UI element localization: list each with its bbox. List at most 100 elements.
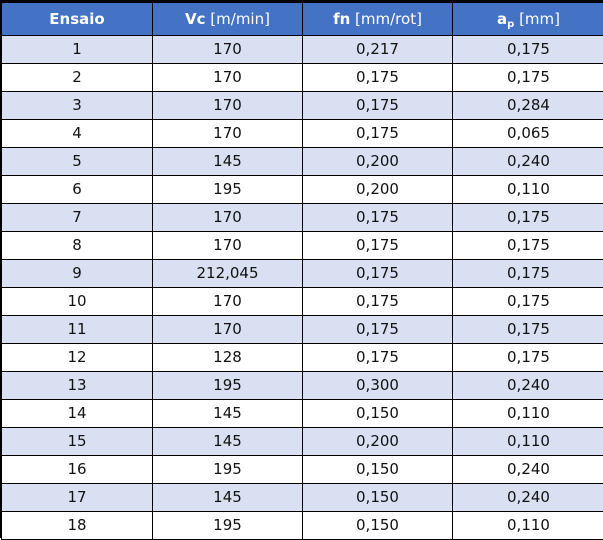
cell-fn: 0,200	[303, 176, 453, 204]
cell-vc: 170	[153, 288, 303, 316]
cell-ensaio: 11	[2, 316, 153, 344]
cell-vc: 170	[153, 120, 303, 148]
cell-vc: 145	[153, 428, 303, 456]
cell-fn: 0,150	[303, 400, 453, 428]
cell-ensaio: 16	[2, 456, 153, 484]
cell-ensaio: 1	[2, 36, 153, 64]
cell-ensaio: 17	[2, 484, 153, 512]
cell-ensaio: 2	[2, 64, 153, 92]
cell-ensaio: 12	[2, 344, 153, 372]
cell-ap: 0,110	[453, 512, 603, 540]
cell-fn: 0,150	[303, 484, 453, 512]
cell-ap: 0,065	[453, 120, 603, 148]
cell-vc: 195	[153, 456, 303, 484]
cell-fn: 0,150	[303, 512, 453, 540]
cell-ap: 0,175	[453, 260, 603, 288]
table-header-row: Ensaio Vc [m/min] fn [mm/rot] ap [mm]	[2, 3, 603, 36]
cell-ap: 0,175	[453, 36, 603, 64]
cell-ap: 0,175	[453, 204, 603, 232]
cell-fn: 0,150	[303, 456, 453, 484]
cell-fn: 0,175	[303, 232, 453, 260]
cell-fn: 0,175	[303, 344, 453, 372]
header-ensaio: Ensaio	[2, 3, 153, 36]
cell-ensaio: 8	[2, 232, 153, 260]
cell-fn: 0,200	[303, 428, 453, 456]
cell-ensaio: 14	[2, 400, 153, 428]
cell-fn: 0,175	[303, 92, 453, 120]
cell-vc: 145	[153, 400, 303, 428]
header-fn-unit: [mm/rot]	[350, 10, 422, 28]
cell-ensaio: 4	[2, 120, 153, 148]
cell-fn: 0,175	[303, 288, 453, 316]
cell-ap: 0,284	[453, 92, 603, 120]
cell-vc: 195	[153, 176, 303, 204]
header-ensaio-label: Ensaio	[49, 10, 104, 28]
cell-ap: 0,110	[453, 176, 603, 204]
cell-fn: 0,175	[303, 120, 453, 148]
cell-ap: 0,110	[453, 400, 603, 428]
cell-vc: 170	[153, 64, 303, 92]
cell-vc: 212,045	[153, 260, 303, 288]
header-ap-label: a	[497, 10, 507, 28]
cell-ap: 0,240	[453, 456, 603, 484]
cell-ensaio: 13	[2, 372, 153, 400]
cell-ap: 0,175	[453, 232, 603, 260]
cell-fn: 0,175	[303, 260, 453, 288]
cell-ap: 0,110	[453, 428, 603, 456]
cell-ap: 0,175	[453, 64, 603, 92]
cell-fn: 0,175	[303, 204, 453, 232]
cell-ensaio: 3	[2, 92, 153, 120]
cell-vc: 195	[153, 512, 303, 540]
cell-vc: 170	[153, 316, 303, 344]
header-vc: Vc [m/min]	[153, 3, 303, 36]
cell-vc: 145	[153, 148, 303, 176]
cell-fn: 0,300	[303, 372, 453, 400]
cell-vc: 170	[153, 232, 303, 260]
cell-vc: 145	[153, 484, 303, 512]
header-vc-label: Vc	[185, 10, 206, 28]
cell-ap: 0,175	[453, 288, 603, 316]
cell-vc: 170	[153, 92, 303, 120]
header-ap-unit: [mm]	[514, 10, 560, 28]
cell-ap: 0,175	[453, 344, 603, 372]
cell-ensaio: 7	[2, 204, 153, 232]
cell-ensaio: 5	[2, 148, 153, 176]
cell-ensaio: 10	[2, 288, 153, 316]
cell-ensaio: 9	[2, 260, 153, 288]
cell-ap: 0,240	[453, 372, 603, 400]
header-vc-unit: [m/min]	[206, 10, 270, 28]
cell-fn: 0,217	[303, 36, 453, 64]
cell-ap: 0,240	[453, 484, 603, 512]
cell-fn: 0,200	[303, 148, 453, 176]
cell-ap: 0,175	[453, 316, 603, 344]
cell-ap: 0,240	[453, 148, 603, 176]
cell-vc: 128	[153, 344, 303, 372]
cell-ensaio: 6	[2, 176, 153, 204]
header-fn-label: fn	[333, 10, 350, 28]
cell-ensaio: 15	[2, 428, 153, 456]
cell-fn: 0,175	[303, 64, 453, 92]
cell-vc: 170	[153, 204, 303, 232]
cell-ensaio: 18	[2, 512, 153, 540]
